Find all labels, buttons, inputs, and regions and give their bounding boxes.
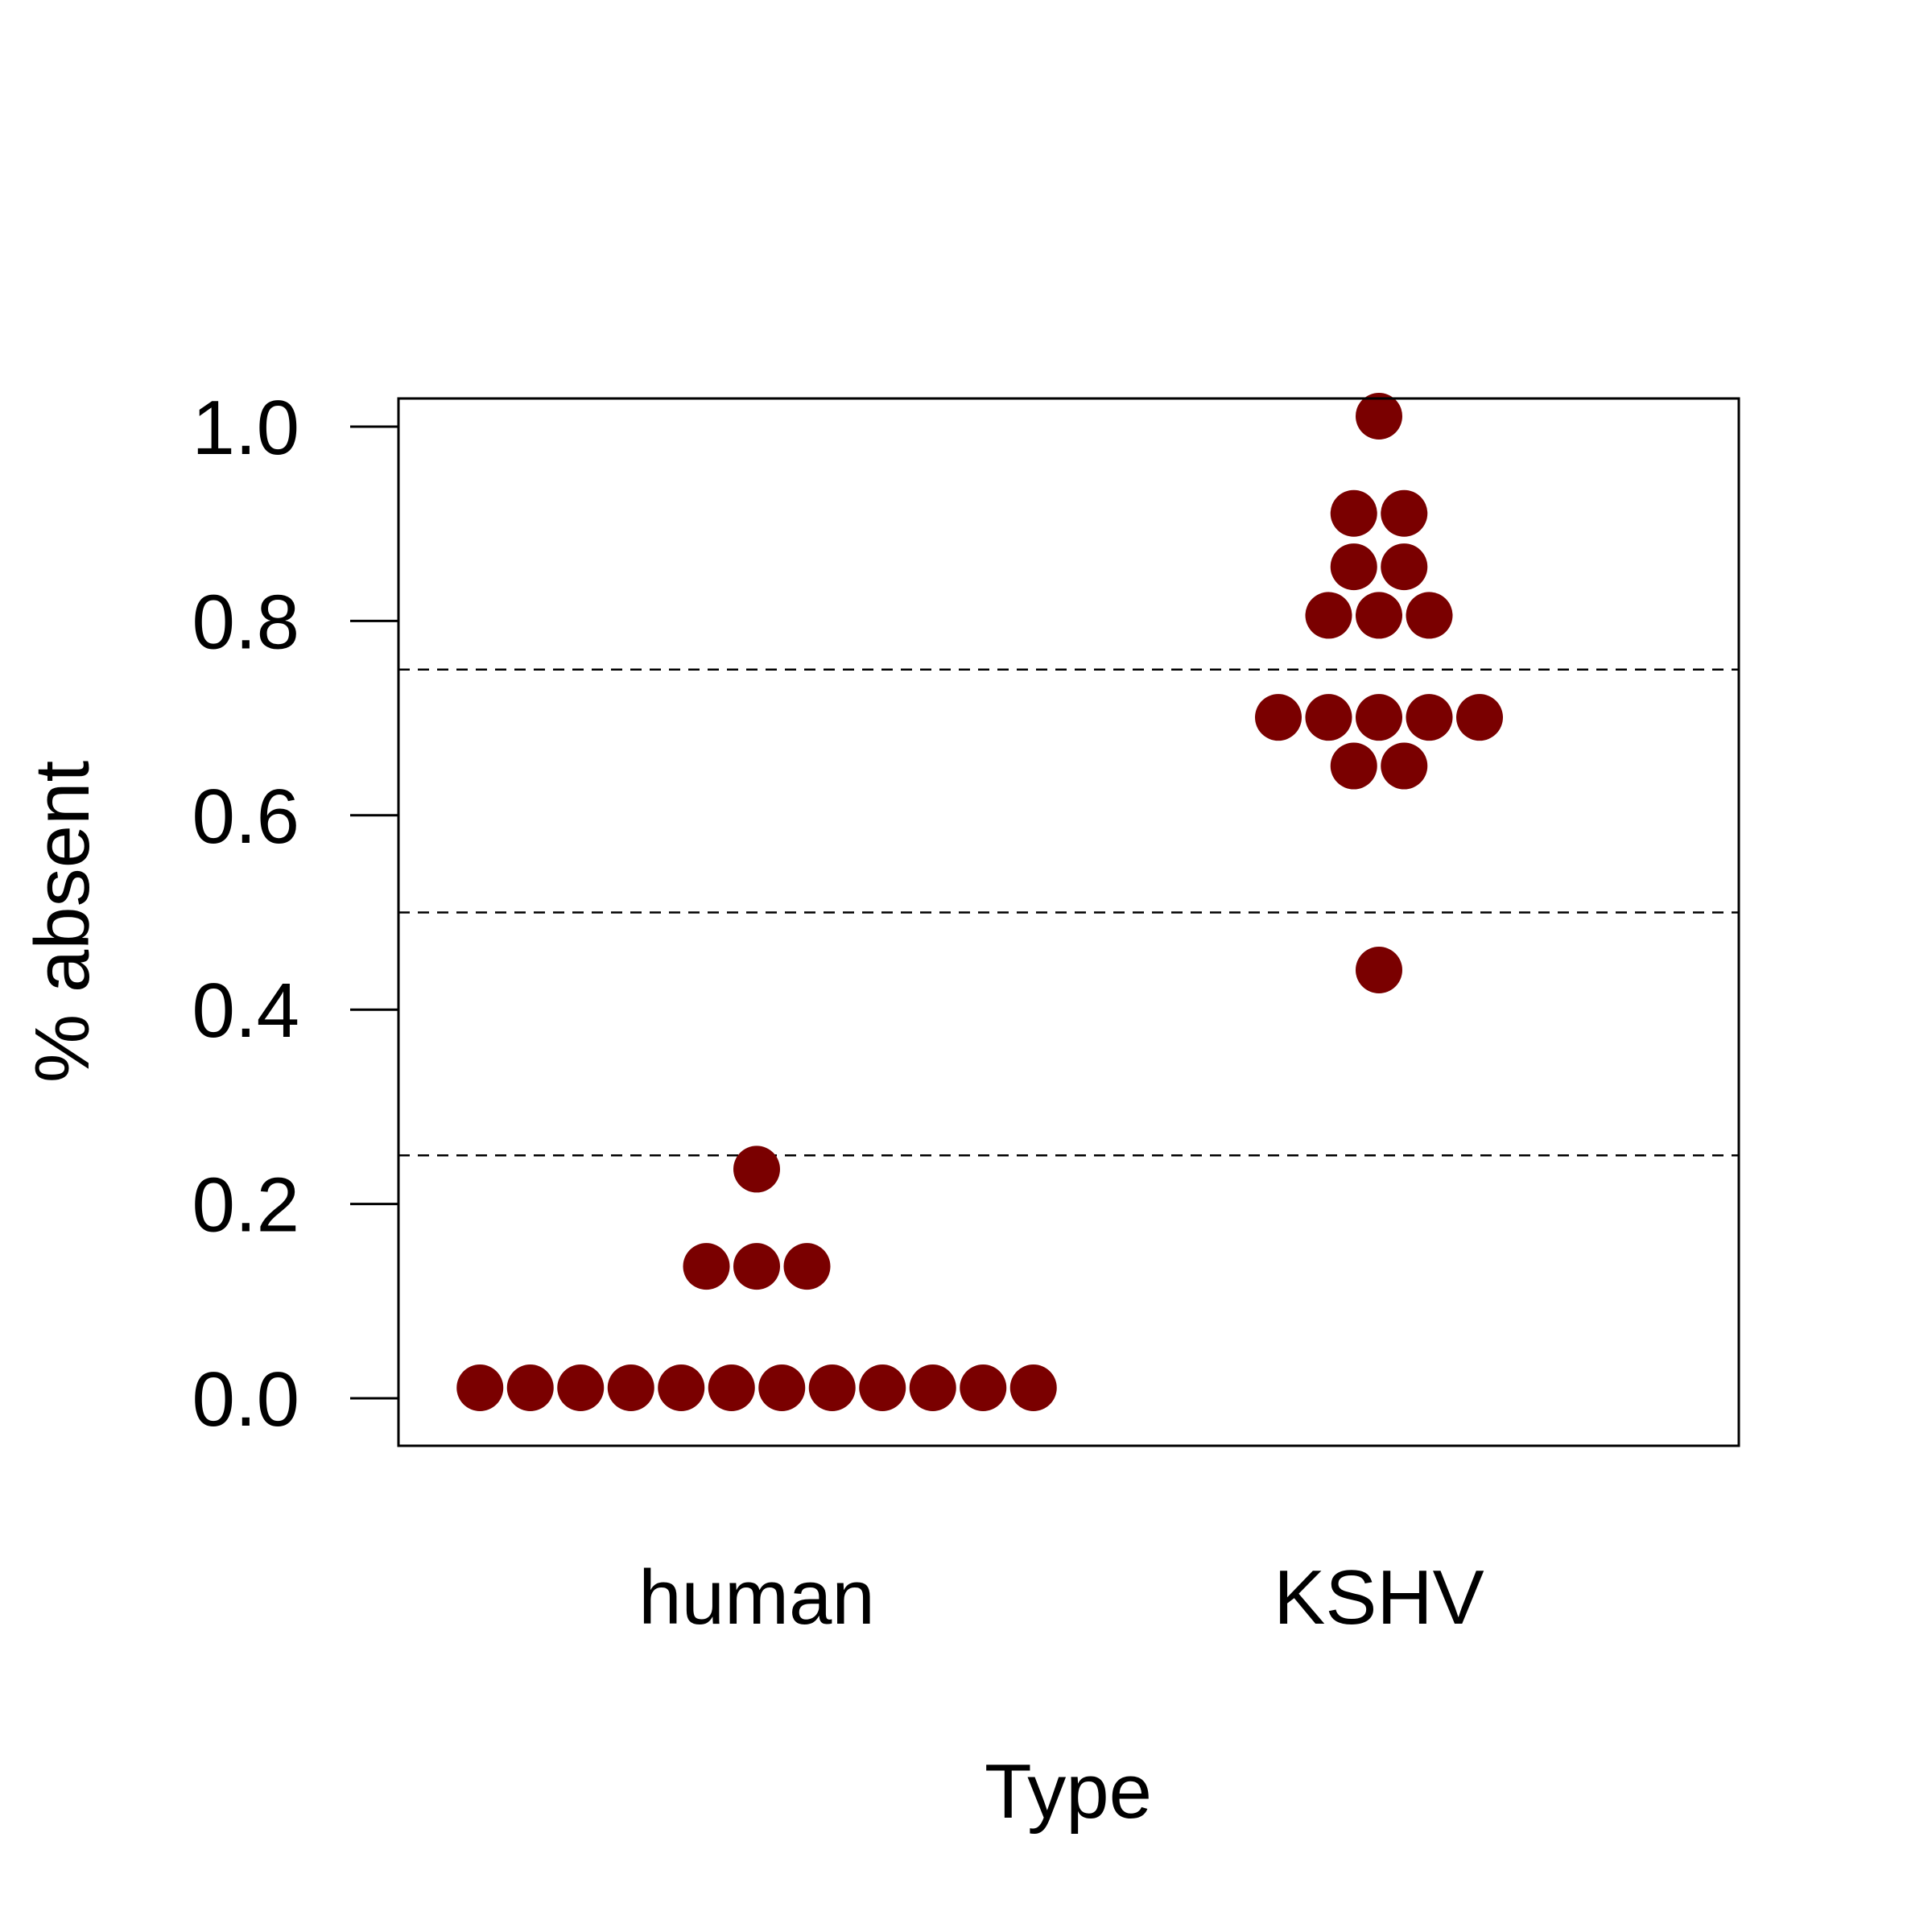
- data-point: [1381, 742, 1428, 790]
- data-point: [960, 1364, 1007, 1411]
- y-tick-label: 0.2: [192, 1162, 299, 1249]
- data-point: [1330, 489, 1377, 537]
- data-point: [1305, 694, 1352, 741]
- data-point: [909, 1364, 956, 1411]
- data-point: [1255, 694, 1302, 741]
- plot-frame: [397, 397, 1740, 1447]
- data-point: [1381, 543, 1428, 591]
- data-point: [658, 1364, 705, 1411]
- x-axis-title: Type: [985, 1748, 1152, 1835]
- reference-lines: [398, 668, 1739, 1157]
- data-point: [1305, 592, 1352, 639]
- data-point: [456, 1364, 504, 1411]
- data-point: [1009, 1364, 1057, 1411]
- y-axis-title: % absent: [19, 761, 105, 1083]
- data-point: [733, 1146, 780, 1193]
- data-point: [1330, 742, 1377, 790]
- data-point: [783, 1243, 831, 1290]
- data-point: [708, 1364, 755, 1411]
- data-point: [506, 1364, 554, 1411]
- data-point: [1406, 694, 1453, 741]
- y-tick-label: 1.0: [192, 385, 299, 471]
- data-point: [808, 1364, 856, 1411]
- data-point: [1456, 694, 1503, 741]
- data-point: [1356, 592, 1402, 639]
- data-points: [456, 393, 1503, 1411]
- data-point: [1356, 694, 1402, 741]
- data-point: [1381, 489, 1428, 537]
- y-axis: 0.0 0.2 0.4 0.6 0.8 1.0: [192, 385, 398, 1443]
- y-tick-label: 0.8: [192, 579, 299, 665]
- data-point: [733, 1243, 780, 1290]
- data-point: [758, 1364, 806, 1411]
- data-point: [1406, 592, 1453, 639]
- y-tick-label: 0.0: [192, 1356, 299, 1443]
- data-point: [1356, 393, 1402, 440]
- data-point: [859, 1364, 906, 1411]
- data-point: [1330, 543, 1377, 591]
- category-label: human: [638, 1554, 875, 1641]
- data-point: [1356, 946, 1402, 993]
- data-point: [557, 1364, 605, 1411]
- category-labels: human KSHV: [638, 1554, 1484, 1641]
- data-point: [683, 1243, 730, 1290]
- category-label: KSHV: [1274, 1554, 1484, 1641]
- y-tick-label: 0.4: [192, 968, 299, 1054]
- y-tick-label: 0.6: [192, 774, 299, 860]
- data-point: [607, 1364, 654, 1411]
